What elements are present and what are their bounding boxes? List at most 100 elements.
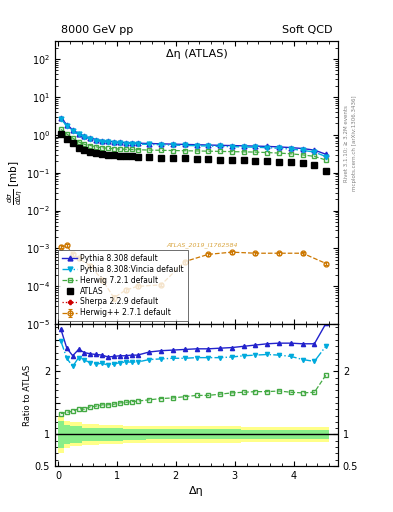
Herwig 7.2.1 default bbox=[218, 148, 222, 155]
Pythia 8.308:Vincia default bbox=[106, 139, 110, 145]
Pythia 8.308 default bbox=[112, 139, 116, 145]
Herwig 7.2.1 default bbox=[118, 146, 122, 152]
Herwig 7.2.1 default bbox=[70, 135, 75, 141]
Pythia 8.308:Vincia default bbox=[300, 147, 305, 154]
Herwig 7.2.1 default bbox=[206, 148, 211, 154]
Herwig 7.2.1 default bbox=[194, 148, 199, 154]
Line: ATLAS: ATLAS bbox=[58, 131, 329, 174]
Pythia 8.308:Vincia default bbox=[70, 128, 75, 134]
Pythia 8.308:Vincia default bbox=[324, 154, 329, 160]
Pythia 8.308 default bbox=[171, 141, 175, 147]
Pythia 8.308:Vincia default bbox=[100, 139, 105, 145]
ATLAS bbox=[76, 144, 81, 151]
Pythia 8.308:Vincia default bbox=[129, 141, 134, 147]
Pythia 8.308 default bbox=[82, 133, 87, 139]
Pythia 8.308 default bbox=[88, 135, 93, 141]
Pythia 8.308:Vincia default bbox=[171, 142, 175, 148]
Sherpa 2.2.9 default bbox=[70, 140, 75, 146]
ATLAS bbox=[94, 150, 99, 156]
Pythia 8.308 default bbox=[100, 138, 105, 144]
Pythia 8.308:Vincia default bbox=[277, 145, 281, 152]
Herwig 7.2.1 default bbox=[171, 147, 175, 154]
Herwig 7.2.1 default bbox=[82, 141, 87, 147]
ATLAS bbox=[106, 152, 110, 158]
Pythia 8.308 default bbox=[64, 122, 69, 128]
Herwig 7.2.1 default bbox=[123, 146, 128, 153]
Herwig 7.2.1 default bbox=[112, 145, 116, 152]
Y-axis label: $\frac{d\sigma}{d\Delta\eta}$ [mb]: $\frac{d\sigma}{d\Delta\eta}$ [mb] bbox=[6, 160, 25, 205]
Pythia 8.308 default bbox=[123, 140, 128, 146]
Pythia 8.308:Vincia default bbox=[123, 140, 128, 146]
Herwig 7.2.1 default bbox=[94, 144, 99, 150]
Pythia 8.308:Vincia default bbox=[206, 143, 211, 149]
Herwig 7.2.1 default bbox=[106, 145, 110, 152]
Pythia 8.308:Vincia default bbox=[159, 142, 163, 148]
Pythia 8.308 default bbox=[218, 142, 222, 148]
Pythia 8.308:Vincia default bbox=[182, 142, 187, 148]
Pythia 8.308:Vincia default bbox=[94, 138, 99, 144]
Pythia 8.308 default bbox=[182, 141, 187, 147]
Pythia 8.308 default bbox=[76, 131, 81, 137]
Pythia 8.308 default bbox=[253, 143, 258, 149]
Line: Herwig 7.2.1 default: Herwig 7.2.1 default bbox=[59, 127, 329, 162]
Pythia 8.308:Vincia default bbox=[253, 144, 258, 151]
Sherpa 2.2.9 default bbox=[82, 147, 87, 153]
ATLAS bbox=[324, 168, 329, 174]
Pythia 8.308:Vincia default bbox=[241, 144, 246, 150]
Pythia 8.308 default bbox=[206, 142, 211, 148]
Pythia 8.308:Vincia default bbox=[230, 143, 234, 150]
Pythia 8.308:Vincia default bbox=[218, 143, 222, 150]
Pythia 8.308 default bbox=[135, 140, 140, 146]
Herwig 7.2.1 default bbox=[159, 147, 163, 154]
Text: mcplots.cern.ch [arXiv:1306.3436]: mcplots.cern.ch [arXiv:1306.3436] bbox=[352, 96, 357, 191]
Legend: Pythia 8.308 default, Pythia 8.308:Vincia default, Herwig 7.2.1 default, ATLAS, : Pythia 8.308 default, Pythia 8.308:Vinci… bbox=[58, 250, 188, 321]
ATLAS bbox=[312, 162, 317, 168]
ATLAS bbox=[147, 154, 152, 160]
ATLAS bbox=[277, 159, 281, 165]
ATLAS bbox=[82, 147, 87, 153]
Herwig 7.2.1 default bbox=[241, 149, 246, 155]
Pythia 8.308 default bbox=[288, 144, 293, 151]
Herwig 7.2.1 default bbox=[129, 146, 134, 153]
Pythia 8.308 default bbox=[277, 144, 281, 150]
Pythia 8.308:Vincia default bbox=[288, 146, 293, 152]
Pythia 8.308:Vincia default bbox=[88, 136, 93, 142]
Pythia 8.308 default bbox=[312, 147, 317, 153]
Text: ATLAS_2019_I1762584: ATLAS_2019_I1762584 bbox=[166, 242, 238, 248]
Pythia 8.308 default bbox=[159, 141, 163, 147]
Pythia 8.308:Vincia default bbox=[118, 140, 122, 146]
Pythia 8.308 default bbox=[94, 137, 99, 143]
Line: Pythia 8.308:Vincia default: Pythia 8.308:Vincia default bbox=[59, 117, 329, 159]
Pythia 8.308:Vincia default bbox=[265, 144, 270, 151]
Pythia 8.308:Vincia default bbox=[312, 149, 317, 155]
Text: Rivet 3.1.10; ≥ 3.2M events: Rivet 3.1.10; ≥ 3.2M events bbox=[344, 105, 349, 182]
Herwig 7.2.1 default bbox=[76, 139, 81, 145]
Line: Sherpa 2.2.9 default: Sherpa 2.2.9 default bbox=[59, 132, 86, 152]
Pythia 8.308:Vincia default bbox=[64, 123, 69, 129]
Herwig 7.2.1 default bbox=[288, 151, 293, 157]
Herwig 7.2.1 default bbox=[230, 148, 234, 155]
Pythia 8.308 default bbox=[129, 140, 134, 146]
Herwig 7.2.1 default bbox=[253, 149, 258, 155]
Pythia 8.308:Vincia default bbox=[59, 116, 63, 122]
ATLAS bbox=[88, 148, 93, 155]
ATLAS bbox=[70, 140, 75, 146]
ATLAS bbox=[300, 160, 305, 166]
Text: Soft QCD: Soft QCD bbox=[282, 25, 332, 35]
Sherpa 2.2.9 default bbox=[64, 136, 69, 142]
Pythia 8.308:Vincia default bbox=[194, 143, 199, 149]
Pythia 8.308 default bbox=[194, 142, 199, 148]
Pythia 8.308:Vincia default bbox=[112, 140, 116, 146]
Text: Δη (ATLAS): Δη (ATLAS) bbox=[165, 50, 228, 59]
Pythia 8.308:Vincia default bbox=[147, 141, 152, 147]
Pythia 8.308:Vincia default bbox=[76, 132, 81, 138]
ATLAS bbox=[171, 155, 175, 161]
Herwig 7.2.1 default bbox=[100, 145, 105, 151]
Sherpa 2.2.9 default bbox=[76, 144, 81, 151]
ATLAS bbox=[230, 157, 234, 163]
Y-axis label: Ratio to ATLAS: Ratio to ATLAS bbox=[23, 365, 32, 425]
Herwig 7.2.1 default bbox=[312, 153, 317, 159]
Pythia 8.308:Vincia default bbox=[135, 141, 140, 147]
Pythia 8.308:Vincia default bbox=[82, 134, 87, 140]
Herwig 7.2.1 default bbox=[64, 131, 69, 137]
